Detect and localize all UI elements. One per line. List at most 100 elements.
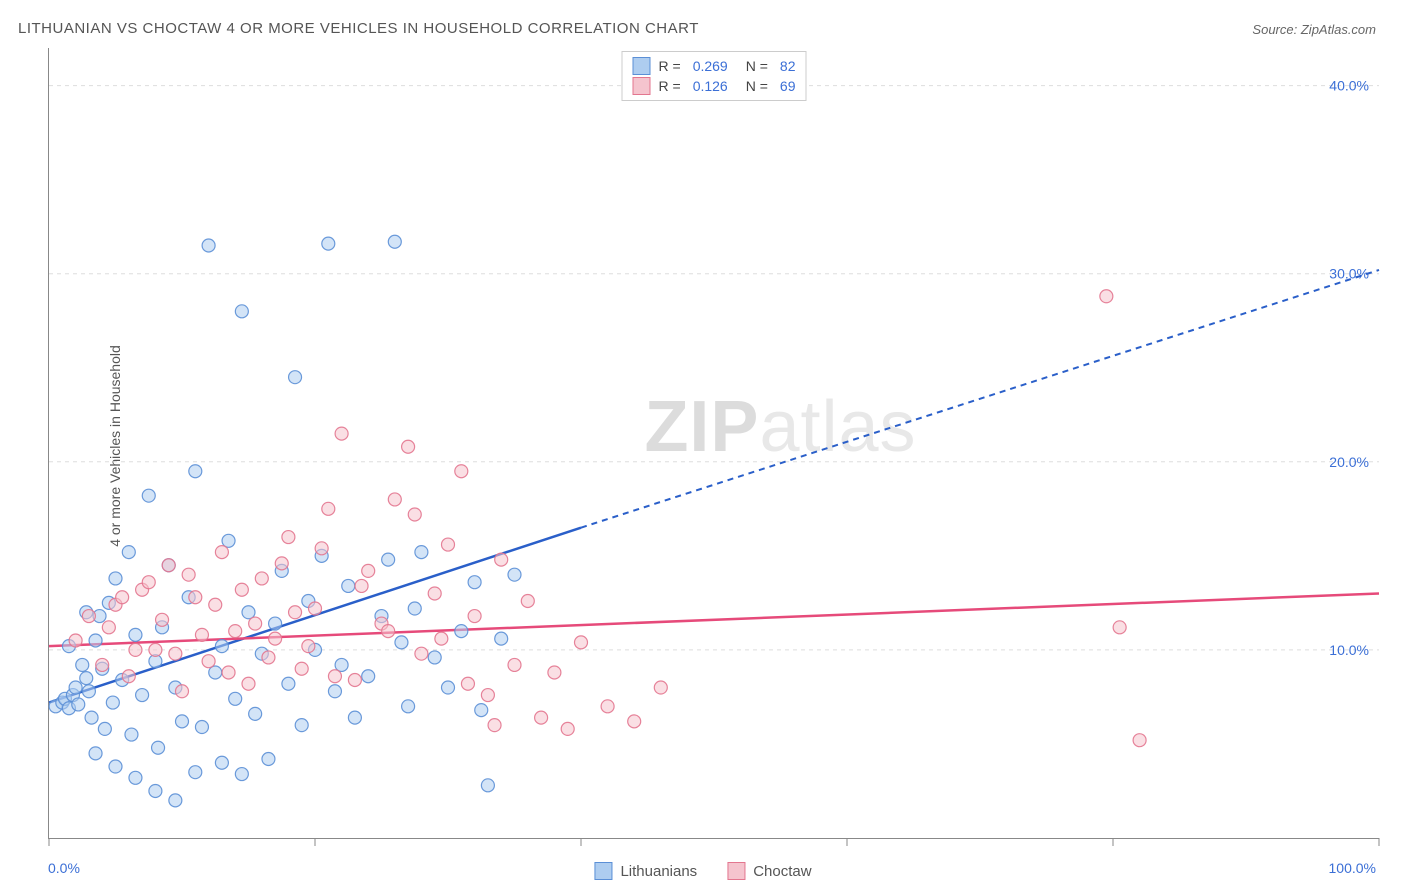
legend-r-label: R = xyxy=(659,58,681,74)
data-point-lithuanians xyxy=(475,704,488,717)
data-point-lithuanians xyxy=(98,722,111,735)
data-point-lithuanians xyxy=(109,760,122,773)
data-point-lithuanians xyxy=(129,628,142,641)
data-point-lithuanians xyxy=(322,237,335,250)
chart-title: LITHUANIAN VS CHOCTAW 4 OR MORE VEHICLES… xyxy=(18,20,699,37)
data-point-choctaw xyxy=(535,711,548,724)
data-point-choctaw xyxy=(249,617,262,630)
data-point-choctaw xyxy=(1113,621,1126,634)
data-point-lithuanians xyxy=(395,636,408,649)
data-point-choctaw xyxy=(269,632,282,645)
data-point-choctaw xyxy=(335,427,348,440)
data-point-choctaw xyxy=(415,647,428,660)
data-point-lithuanians xyxy=(189,766,202,779)
data-point-lithuanians xyxy=(80,672,93,685)
data-point-choctaw xyxy=(142,576,155,589)
data-point-choctaw xyxy=(628,715,641,728)
data-point-lithuanians xyxy=(249,707,262,720)
data-point-lithuanians xyxy=(89,634,102,647)
data-point-choctaw xyxy=(202,655,215,668)
data-point-choctaw xyxy=(402,440,415,453)
data-point-choctaw xyxy=(229,625,242,638)
bottom-legend-item-choctaw: Choctaw xyxy=(727,862,811,880)
legend-r-value: 0.269 xyxy=(693,58,728,74)
data-point-lithuanians xyxy=(176,715,189,728)
y-tick-label: 10.0% xyxy=(1329,642,1369,658)
legend-row-choctaw: R = 0.126 N = 69 xyxy=(633,76,796,96)
plot-area: ZIPatlas 10.0%20.0%30.0%40.0% R = 0.269 … xyxy=(48,48,1379,839)
data-point-choctaw xyxy=(362,564,375,577)
data-point-choctaw xyxy=(289,606,302,619)
data-point-lithuanians xyxy=(125,728,138,741)
data-point-choctaw xyxy=(348,674,361,687)
legend-swatch xyxy=(594,862,612,880)
data-point-choctaw xyxy=(442,538,455,551)
data-point-lithuanians xyxy=(468,576,481,589)
data-point-choctaw xyxy=(222,666,235,679)
trend-line-dashed-lithuanians xyxy=(581,270,1379,528)
data-point-lithuanians xyxy=(215,640,228,653)
data-point-lithuanians xyxy=(122,546,135,559)
x-axis-min-label: 0.0% xyxy=(48,860,80,876)
bottom-legend-label: Lithuanians xyxy=(620,863,697,880)
data-point-choctaw xyxy=(455,465,468,478)
trend-line-choctaw xyxy=(49,593,1379,646)
data-point-choctaw xyxy=(282,531,295,544)
data-point-choctaw xyxy=(548,666,561,679)
data-point-lithuanians xyxy=(442,681,455,694)
data-point-lithuanians xyxy=(408,602,421,615)
data-point-lithuanians xyxy=(106,696,119,709)
data-point-choctaw xyxy=(355,579,368,592)
data-point-lithuanians xyxy=(382,553,395,566)
data-point-lithuanians xyxy=(195,721,208,734)
source-attribution: Source: ZipAtlas.com xyxy=(1252,22,1376,37)
data-point-choctaw xyxy=(508,658,521,671)
data-point-choctaw xyxy=(1100,290,1113,303)
legend-swatch xyxy=(727,862,745,880)
series-legend: Lithuanians Choctaw xyxy=(594,862,811,880)
data-point-lithuanians xyxy=(388,235,401,248)
data-point-lithuanians xyxy=(129,771,142,784)
data-point-choctaw xyxy=(388,493,401,506)
legend-row-lithuanians: R = 0.269 N = 82 xyxy=(633,56,796,76)
data-point-choctaw xyxy=(149,643,162,656)
data-point-choctaw xyxy=(96,658,109,671)
data-point-choctaw xyxy=(322,502,335,515)
data-point-lithuanians xyxy=(289,371,302,384)
source-value: ZipAtlas.com xyxy=(1301,22,1376,37)
data-point-lithuanians xyxy=(169,794,182,807)
data-point-choctaw xyxy=(209,598,222,611)
data-point-choctaw xyxy=(382,625,395,638)
data-point-lithuanians xyxy=(402,700,415,713)
data-point-lithuanians xyxy=(269,617,282,630)
data-point-lithuanians xyxy=(495,632,508,645)
bottom-legend-label: Choctaw xyxy=(753,863,811,880)
data-point-choctaw xyxy=(481,689,494,702)
data-point-lithuanians xyxy=(215,756,228,769)
data-point-lithuanians xyxy=(362,670,375,683)
data-point-lithuanians xyxy=(85,711,98,724)
data-point-choctaw xyxy=(408,508,421,521)
data-point-lithuanians xyxy=(428,651,441,664)
data-point-choctaw xyxy=(156,613,169,626)
data-point-lithuanians xyxy=(152,741,165,754)
data-point-lithuanians xyxy=(89,747,102,760)
data-point-choctaw xyxy=(468,610,481,623)
data-point-choctaw xyxy=(169,647,182,660)
legend-n-value: 69 xyxy=(780,78,796,94)
data-point-choctaw xyxy=(255,572,268,585)
data-point-choctaw xyxy=(275,557,288,570)
data-point-lithuanians xyxy=(72,698,85,711)
data-point-lithuanians xyxy=(69,681,82,694)
data-point-choctaw xyxy=(461,677,474,690)
data-point-choctaw xyxy=(302,640,315,653)
data-point-choctaw xyxy=(215,546,228,559)
data-point-choctaw xyxy=(1133,734,1146,747)
legend-n-label: N = xyxy=(746,78,768,94)
legend-swatch xyxy=(633,57,651,75)
y-tick-label: 20.0% xyxy=(1329,454,1369,470)
data-point-choctaw xyxy=(488,719,501,732)
data-point-choctaw xyxy=(262,651,275,664)
data-point-choctaw xyxy=(102,621,115,634)
data-point-choctaw xyxy=(162,559,175,572)
